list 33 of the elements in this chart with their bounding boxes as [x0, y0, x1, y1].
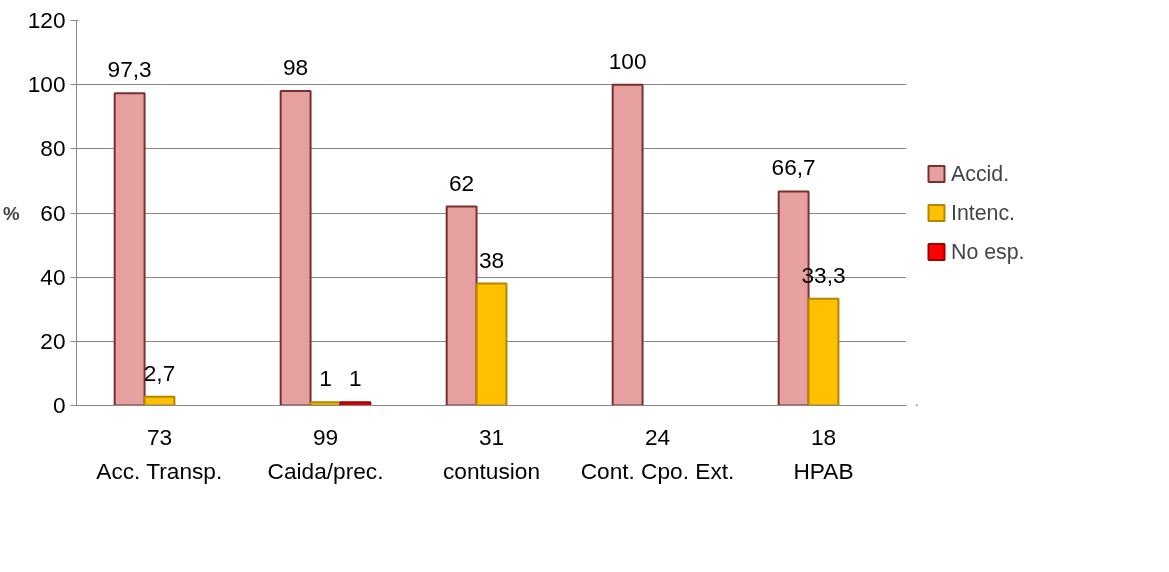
data-label: 98: [283, 54, 309, 81]
legend-label: Accid.: [951, 161, 1010, 186]
bar: [339, 401, 372, 406]
category-label: 18 HPAB: [793, 423, 854, 484]
legend-label: No esp.: [951, 239, 1025, 264]
data-label: 66,7: [771, 154, 816, 181]
data-label: 100: [608, 47, 647, 74]
bar: [113, 92, 146, 406]
data-label: 2,7: [143, 359, 176, 386]
y-tick-label: 20: [40, 327, 66, 354]
y-tick-label: 0: [52, 392, 66, 418]
category-label: 24 Cont. Cpo. Ext.: [580, 423, 735, 484]
y-tick-label: 40: [40, 263, 66, 290]
y-axis-title: %: [3, 202, 21, 224]
y-tick-label: 60: [40, 199, 66, 226]
y-tick-label: 100: [27, 71, 66, 98]
data-label: 62: [449, 169, 475, 196]
bar: [445, 205, 478, 406]
data-label: 97,3: [107, 56, 152, 83]
category-label: 31 contusion: [443, 423, 541, 484]
bar: [611, 83, 644, 406]
data-label: 1: [349, 365, 362, 392]
data-label: 38: [478, 246, 505, 273]
category-label: 99 Caida/prec.: [267, 423, 384, 484]
bar: [279, 90, 312, 406]
category-label: 73 Acc. Transp.: [96, 423, 223, 484]
legend-label: Intenc.: [951, 200, 1016, 225]
bar: [143, 395, 176, 406]
bar: [475, 282, 508, 406]
y-tick-label: 120: [27, 7, 66, 33]
data-label: 1: [319, 365, 332, 392]
y-tick-label: 80: [40, 135, 66, 162]
bar: [807, 297, 840, 406]
